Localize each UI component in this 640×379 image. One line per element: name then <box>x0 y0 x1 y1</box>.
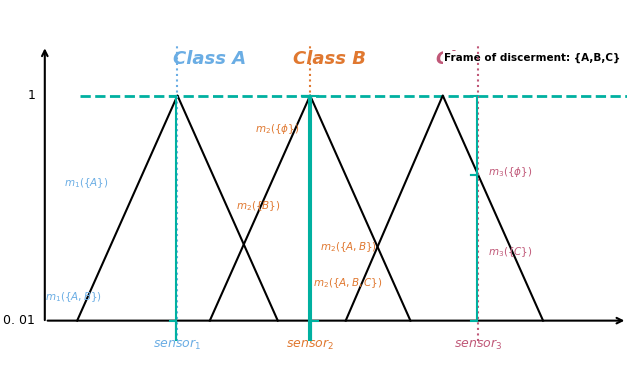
Text: $m_3(\{C\})$: $m_3(\{C\})$ <box>488 245 532 258</box>
Text: $m_1(\{A\})$: $m_1(\{A\})$ <box>64 177 109 190</box>
Text: $sensor_3$: $sensor_3$ <box>454 338 502 352</box>
Text: 0. 01: 0. 01 <box>3 314 35 327</box>
Text: Class A: Class A <box>173 50 246 68</box>
Text: 1: 1 <box>28 89 35 102</box>
Text: $m_3(\{\phi\})$: $m_3(\{\phi\})$ <box>488 165 532 179</box>
Text: Class B: Class B <box>293 50 366 68</box>
Text: $m_2(\{A,B\})$: $m_2(\{A,B\})$ <box>320 240 377 254</box>
Text: Frame of discerment: {A,B,C}: Frame of discerment: {A,B,C} <box>444 52 621 63</box>
Text: $m_2(\{B\})$: $m_2(\{B\})$ <box>236 199 280 213</box>
Text: $sensor_2$: $sensor_2$ <box>286 338 334 352</box>
Text: $m_2(\{\phi\})$: $m_2(\{\phi\})$ <box>255 122 300 136</box>
Text: $m_2(\{A,B,C\})$: $m_2(\{A,B,C\})$ <box>314 277 383 290</box>
Text: $m_1(\{A,B\})$: $m_1(\{A,B\})$ <box>45 290 102 304</box>
Text: Class C: Class C <box>436 50 508 68</box>
Text: $sensor_1$: $sensor_1$ <box>154 338 202 352</box>
